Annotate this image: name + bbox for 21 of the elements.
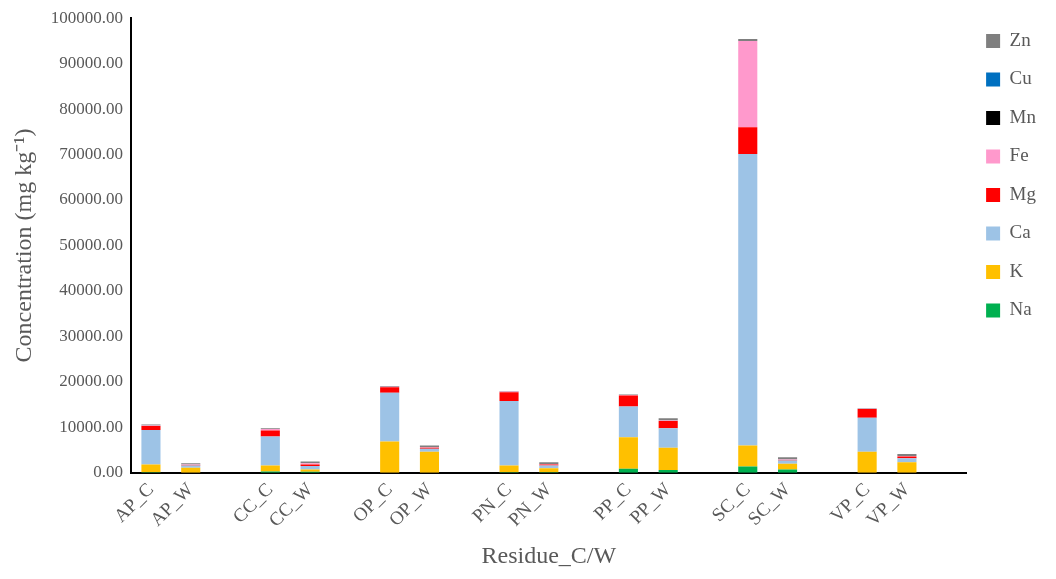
- y-tick-label: 70000.00: [59, 144, 124, 164]
- y-tick-label: 0.00: [93, 462, 124, 482]
- legend-label: Fe: [1009, 144, 1029, 166]
- y-tick-label: 100000.00: [50, 7, 124, 27]
- x-axis-title: Residue_C/W: [481, 541, 617, 568]
- y-tick-label: 60000.00: [59, 189, 124, 209]
- y-tick-label: 20000.00: [59, 371, 124, 391]
- y-tick-label: 80000.00: [59, 98, 124, 118]
- y-tick-label: 30000.00: [59, 325, 124, 345]
- y-tick-label: 90000.00: [59, 53, 124, 73]
- y-axis-title: Concentration (mg kg⁻¹): [9, 128, 36, 363]
- y-tick-label: 10000.00: [59, 416, 124, 436]
- legend-label: K: [1009, 259, 1024, 281]
- legend-label: Mn: [1009, 105, 1037, 127]
- legend-label: Zn: [1009, 28, 1032, 50]
- legend-label: Mg: [1009, 182, 1037, 204]
- y-tick-label: 50000.00: [59, 234, 124, 254]
- legend-label: Ca: [1009, 221, 1032, 243]
- legend-label: Na: [1009, 298, 1033, 320]
- legend-label: Cu: [1009, 67, 1033, 89]
- y-tick-label: 40000.00: [59, 280, 124, 300]
